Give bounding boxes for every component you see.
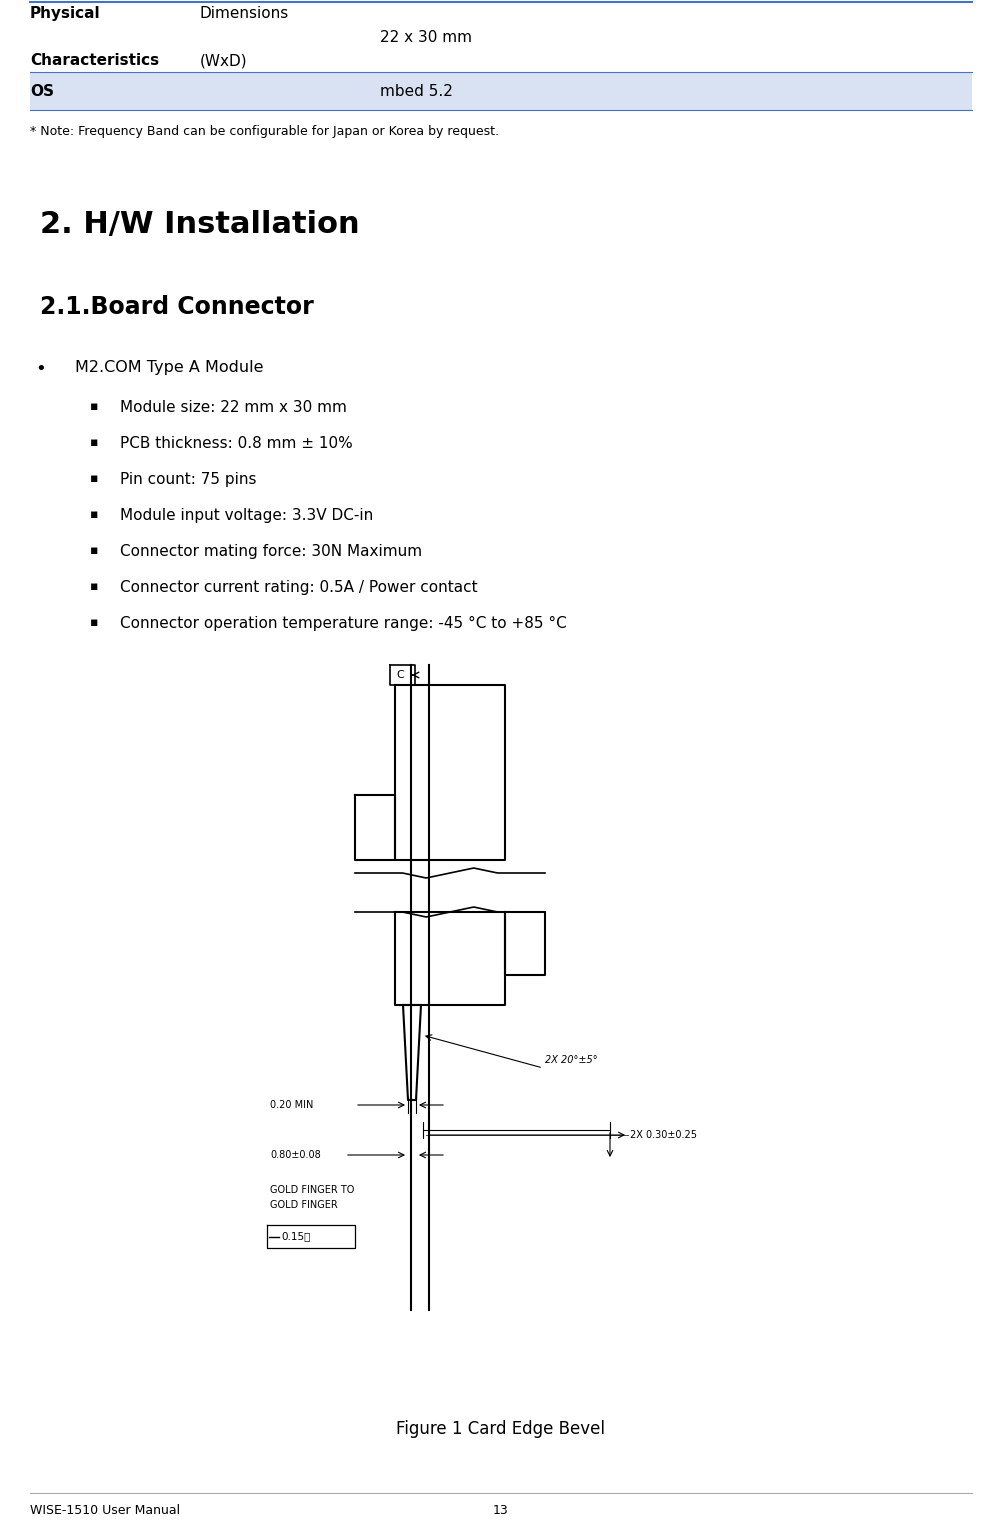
Text: Characteristics: Characteristics	[30, 53, 159, 69]
Text: Physical: Physical	[30, 6, 100, 21]
Text: Pin count: 75 pins: Pin count: 75 pins	[120, 472, 257, 487]
Text: Module size: 22 mm x 30 mm: Module size: 22 mm x 30 mm	[120, 400, 347, 415]
Text: Dimensions: Dimensions	[200, 6, 290, 21]
Text: ▪: ▪	[90, 615, 98, 629]
Text: GOLD FINGER TO: GOLD FINGER TO	[270, 1185, 355, 1196]
Text: 13: 13	[493, 1504, 509, 1516]
Text: 22 x 30 mm: 22 x 30 mm	[380, 29, 472, 44]
Text: C: C	[397, 670, 405, 680]
Text: Connector mating force: 30N Maximum: Connector mating force: 30N Maximum	[120, 544, 422, 559]
Text: GOLD FINGER: GOLD FINGER	[270, 1200, 338, 1209]
Text: ▪: ▪	[90, 544, 98, 557]
Text: 2X 20°±5°: 2X 20°±5°	[545, 1055, 597, 1064]
Text: 0.15Ⓜ: 0.15Ⓜ	[281, 1231, 311, 1241]
Text: ▪: ▪	[90, 508, 98, 521]
Text: (WxD): (WxD)	[200, 53, 247, 69]
Text: ▪: ▪	[90, 437, 98, 449]
Text: •: •	[35, 360, 46, 379]
Text: mbed 5.2: mbed 5.2	[380, 84, 453, 99]
Text: WISE-1510 User Manual: WISE-1510 User Manual	[30, 1504, 180, 1516]
Text: ▪: ▪	[90, 400, 98, 412]
Text: 0.20 MIN: 0.20 MIN	[270, 1099, 314, 1110]
Text: M2.COM Type A Module: M2.COM Type A Module	[75, 360, 264, 376]
Text: Module input voltage: 3.3V DC-in: Module input voltage: 3.3V DC-in	[120, 508, 374, 524]
Text: Connector current rating: 0.5A / Power contact: Connector current rating: 0.5A / Power c…	[120, 580, 478, 596]
Text: 0.80±0.08: 0.80±0.08	[270, 1150, 321, 1161]
Text: 2.1.Board Connector: 2.1.Board Connector	[40, 295, 314, 319]
Text: * Note: Frequency Band can be configurable for Japan or Korea by request.: * Note: Frequency Band can be configurab…	[30, 125, 499, 137]
Text: Connector operation temperature range: -45 °C to +85 °C: Connector operation temperature range: -…	[120, 615, 567, 631]
Bar	[30, 72, 972, 110]
Text: ▪: ▪	[90, 580, 98, 592]
Text: 2X 0.30±0.25: 2X 0.30±0.25	[630, 1130, 697, 1141]
Text: 2. H/W Installation: 2. H/W Installation	[40, 211, 360, 240]
Text: OS: OS	[30, 84, 54, 99]
Text: Figure 1 Card Edge Bevel: Figure 1 Card Edge Bevel	[397, 1420, 605, 1438]
Text: PCB thickness: 0.8 mm ± 10%: PCB thickness: 0.8 mm ± 10%	[120, 437, 353, 450]
Text: ▪: ▪	[90, 472, 98, 486]
